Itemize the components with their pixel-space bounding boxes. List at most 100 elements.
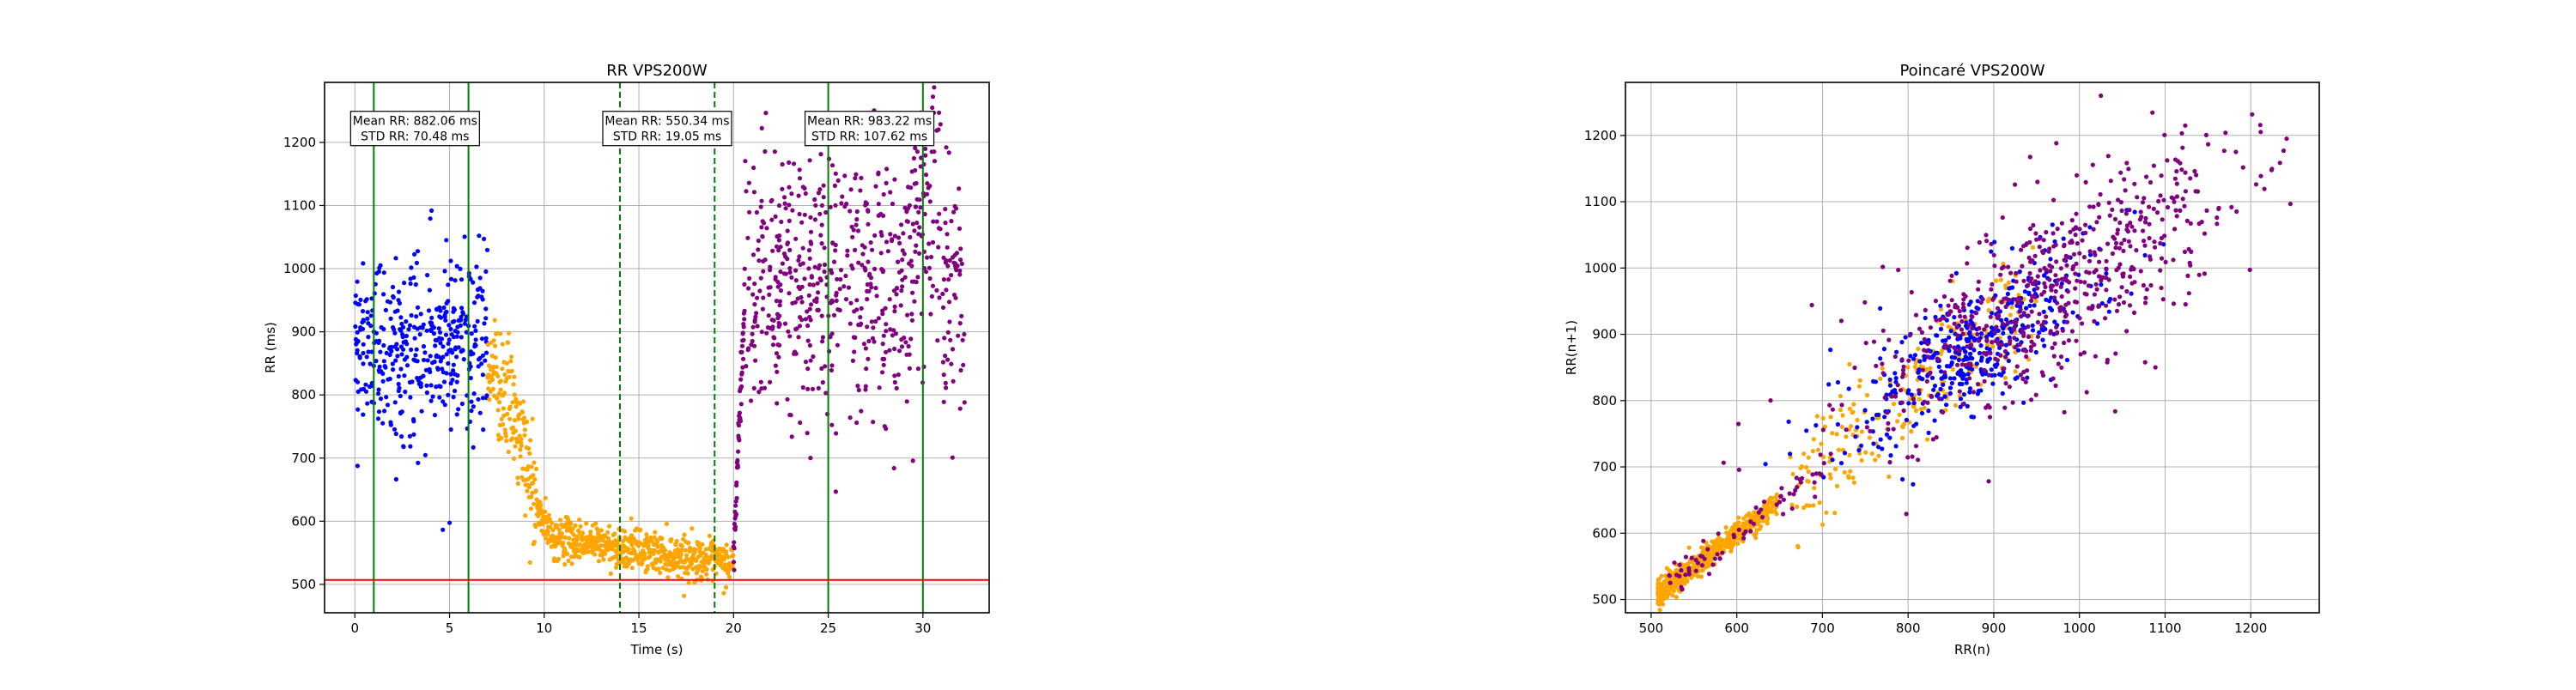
- data-point: [1755, 522, 1760, 527]
- data-point: [787, 269, 793, 275]
- data-point: [355, 330, 360, 335]
- data-point: [871, 325, 876, 330]
- data-point: [938, 227, 943, 232]
- data-point: [1960, 301, 1965, 306]
- data-point: [430, 394, 435, 399]
- data-point: [1990, 340, 1995, 345]
- data-point: [2002, 375, 2008, 380]
- data-point: [1986, 296, 1991, 301]
- data-point: [754, 311, 759, 316]
- x-tick-label: 25: [820, 620, 836, 636]
- data-point: [374, 359, 379, 364]
- data-point: [2037, 330, 2042, 335]
- data-point: [1720, 537, 1725, 542]
- data-point: [1947, 348, 1952, 354]
- data-point: [1917, 326, 1923, 331]
- data-point: [819, 241, 824, 246]
- data-point: [2081, 350, 2087, 355]
- data-point: [940, 305, 946, 310]
- data-point: [834, 431, 839, 436]
- data-point: [584, 521, 589, 526]
- data-point: [1999, 372, 2004, 378]
- data-point: [408, 281, 413, 287]
- data-point: [1765, 515, 1771, 520]
- data-point: [415, 305, 421, 310]
- data-point: [932, 85, 937, 90]
- data-point: [2053, 288, 2058, 294]
- data-point: [2019, 247, 2024, 252]
- data-point: [871, 420, 876, 425]
- data-point: [2128, 244, 2133, 249]
- data-point: [1952, 315, 1957, 320]
- data-point: [797, 324, 803, 329]
- data-point: [1998, 277, 2003, 282]
- data-point: [1763, 462, 1768, 467]
- data-point: [2035, 319, 2040, 325]
- data-point: [957, 226, 963, 231]
- data-point: [775, 342, 781, 348]
- data-point: [959, 261, 964, 266]
- data-point: [386, 377, 391, 382]
- data-point: [803, 317, 809, 322]
- data-point: [1893, 376, 1899, 381]
- data-point: [1878, 306, 1883, 311]
- data-point: [837, 287, 842, 292]
- data-point: [502, 372, 507, 378]
- data-point: [764, 330, 769, 336]
- data-point: [1891, 427, 1896, 432]
- data-point: [1852, 365, 1857, 371]
- data-point: [1657, 608, 1662, 613]
- data-point: [1942, 342, 1947, 348]
- data-point: [1712, 556, 1717, 561]
- data-point: [893, 331, 898, 336]
- data-point: [468, 364, 473, 369]
- data-point: [2003, 342, 2008, 348]
- data-point: [959, 313, 964, 318]
- data-point: [1956, 357, 1961, 363]
- data-point: [821, 183, 826, 188]
- data-point: [898, 303, 903, 308]
- data-point: [473, 328, 478, 333]
- data-point: [531, 473, 536, 478]
- data-point: [2029, 397, 2034, 402]
- data-point: [1894, 349, 1899, 354]
- data-point: [694, 558, 699, 563]
- data-point: [2187, 260, 2192, 265]
- data-point: [2151, 163, 2156, 168]
- y-tick-label: 700: [1592, 459, 1617, 475]
- data-point: [1990, 311, 1995, 316]
- data-point: [2037, 312, 2042, 317]
- data-point: [1960, 331, 1965, 336]
- data-point: [2003, 296, 2008, 301]
- data-point: [446, 282, 451, 288]
- data-point: [1730, 527, 1735, 533]
- data-point: [675, 547, 680, 552]
- data-point: [2124, 160, 2129, 166]
- data-point: [515, 475, 520, 481]
- data-point: [830, 240, 835, 245]
- data-point: [2035, 334, 2040, 339]
- data-point: [1976, 287, 1981, 292]
- data-point: [528, 438, 533, 443]
- data-point: [471, 280, 476, 285]
- data-point: [943, 354, 948, 359]
- data-point: [787, 247, 793, 252]
- data-point: [946, 150, 951, 155]
- data-point: [1683, 572, 1688, 578]
- data-point: [1741, 536, 1747, 541]
- data-point: [888, 327, 893, 332]
- data-point: [512, 374, 517, 379]
- data-point: [2014, 364, 2020, 369]
- data-point: [1933, 299, 1938, 304]
- data-point: [548, 524, 553, 530]
- data-point: [1813, 494, 1818, 499]
- data-point: [1954, 324, 1959, 330]
- data-point: [2020, 348, 2026, 353]
- data-point: [1936, 364, 1941, 369]
- data-point: [2035, 274, 2040, 279]
- x-tick-label: 1200: [2234, 620, 2267, 636]
- data-point: [2165, 158, 2170, 163]
- data-point: [1940, 348, 1945, 354]
- data-point: [709, 554, 714, 559]
- data-point: [1836, 447, 1841, 452]
